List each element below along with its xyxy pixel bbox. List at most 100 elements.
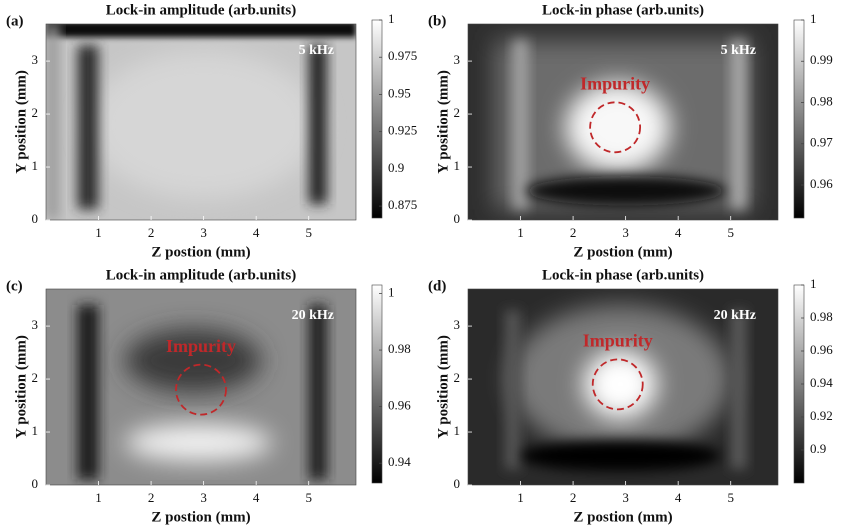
x-tick-label: 3 [622, 490, 629, 505]
x-tick-label: 3 [200, 225, 207, 240]
colorbar-tick-label: 0.98 [388, 341, 411, 356]
impurity-label: Impurity [583, 330, 653, 350]
frequency-label: 5 kHz [299, 43, 334, 58]
x-tick-label: 4 [675, 490, 682, 505]
plot-frame [467, 23, 779, 221]
x-tick-label: 2 [148, 490, 155, 505]
frequency-label: 5 kHz [721, 43, 756, 58]
colorbar-tick-label: 0.98 [810, 93, 833, 108]
colorbar-tick-label: 0.9 [810, 441, 826, 456]
impurity-circle [591, 358, 644, 411]
heatmap-blob [88, 50, 320, 199]
y-tick-label: 0 [454, 476, 461, 491]
frequency-label: 20 kHz [714, 308, 756, 323]
heatmap-image [46, 24, 356, 220]
x-tick-label: 4 [253, 490, 260, 505]
panel: Lock-in phase (arb.units) (d) Z postion (m… [428, 267, 833, 525]
plot-frame [45, 288, 357, 486]
heatmap-blob [525, 176, 726, 206]
frequency-label: 20 kHz [292, 308, 334, 323]
y-axis-label: Y position (mm) [13, 335, 29, 439]
y-axis-label: Y position (mm) [13, 70, 29, 174]
panel: Lock-in phase (arb.units) (b) Z postion (m… [428, 2, 833, 260]
x-tick-label: 1 [95, 225, 102, 240]
panel: Lock-in amplitude (arb.units) (a) Z postio… [6, 2, 417, 260]
plot-frame [467, 288, 779, 486]
heatmap-blob [512, 39, 529, 210]
y-axis-label: Y position (mm) [435, 335, 451, 439]
colorbar [371, 284, 383, 484]
y-tick-label: 1 [32, 423, 39, 438]
colorbar-tick-label: 0.95 [388, 85, 411, 100]
x-tick-label: 3 [200, 490, 207, 505]
x-axis-label: Z postion (mm) [151, 509, 250, 525]
colorbar-tick-label: 0.96 [810, 342, 833, 357]
impurity-circle [589, 101, 642, 154]
y-tick-label: 3 [32, 317, 39, 332]
panel-title: Lock-in amplitude (arb.units) [106, 2, 296, 18]
y-tick-label: 1 [32, 158, 39, 173]
x-tick-label: 4 [253, 225, 260, 240]
heatmap-blob [46, 24, 356, 38]
panel-title: Lock-in phase (arb.units) [542, 267, 704, 283]
colorbar-tick-label: 0.875 [388, 197, 417, 212]
heatmap-blob [730, 39, 747, 210]
x-axis-label: Z postion (mm) [573, 244, 672, 260]
x-tick-label: 4 [675, 225, 682, 240]
x-tick-label: 2 [570, 225, 577, 240]
y-tick-label: 2 [32, 370, 39, 385]
heatmap-blob [520, 439, 721, 472]
heatmap-blob [308, 304, 328, 480]
impurity-circle [175, 363, 227, 416]
x-tick-label: 3 [622, 225, 629, 240]
colorbar-tick-label: 0.925 [388, 123, 417, 138]
colorbar-tick-label: 1 [388, 284, 395, 299]
panel-label: (a) [6, 13, 24, 29]
x-tick-label: 1 [517, 490, 524, 505]
y-tick-label: 0 [32, 211, 39, 226]
colorbar-tick-label: 1 [810, 11, 817, 26]
y-tick-label: 3 [454, 52, 461, 67]
x-tick-label: 1 [95, 490, 102, 505]
y-tick-label: 2 [454, 105, 461, 120]
colorbar [371, 19, 383, 219]
x-tick-label: 5 [727, 225, 734, 240]
heatmap-blob [124, 328, 262, 393]
colorbar-tick-label: 0.94 [388, 454, 411, 469]
x-tick-label: 2 [570, 490, 577, 505]
y-tick-label: 3 [454, 317, 461, 332]
y-tick-label: 3 [32, 52, 39, 67]
plot-frame [45, 23, 357, 221]
colorbar-tick-label: 0.98 [810, 309, 833, 324]
heatmap-blob [565, 82, 671, 173]
colorbar-tick-label: 0.96 [810, 176, 833, 191]
x-tick-label: 5 [305, 225, 312, 240]
x-axis-label: Z postion (mm) [573, 509, 672, 525]
panel-label: (b) [428, 13, 446, 29]
panel-title: Lock-in phase (arb.units) [542, 2, 704, 18]
heatmap-blob [308, 45, 328, 205]
heatmap-blob [583, 349, 658, 419]
heatmap-blob [77, 45, 99, 210]
y-tick-label: 2 [454, 370, 461, 385]
y-tick-label: 0 [32, 476, 39, 491]
heatmap-image [468, 289, 778, 485]
panel-title: Lock-in amplitude (arb.units) [106, 267, 296, 283]
colorbar-tick-label: 0.97 [810, 135, 833, 150]
heatmap-image [468, 24, 778, 220]
colorbar-tick-label: 0.9 [388, 160, 404, 175]
y-tick-label: 0 [454, 211, 461, 226]
colorbar-tick-label: 0.92 [810, 408, 833, 423]
colorbar-tick-label: 0.94 [810, 375, 833, 390]
colorbar-tick-label: 0.975 [388, 48, 417, 63]
panel: Lock-in amplitude (arb.units) (c) Z postio… [6, 267, 411, 525]
x-tick-label: 2 [148, 225, 155, 240]
y-tick-label: 1 [454, 158, 461, 173]
y-tick-label: 2 [32, 105, 39, 120]
x-tick-label: 5 [305, 490, 312, 505]
impurity-label: Impurity [166, 336, 236, 356]
heatmap-blob [46, 24, 60, 220]
heatmap-blob [504, 310, 521, 470]
heatmap-blob [730, 310, 747, 470]
